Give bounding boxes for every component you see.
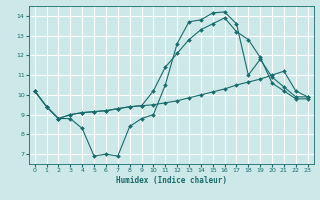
X-axis label: Humidex (Indice chaleur): Humidex (Indice chaleur): [116, 176, 227, 185]
